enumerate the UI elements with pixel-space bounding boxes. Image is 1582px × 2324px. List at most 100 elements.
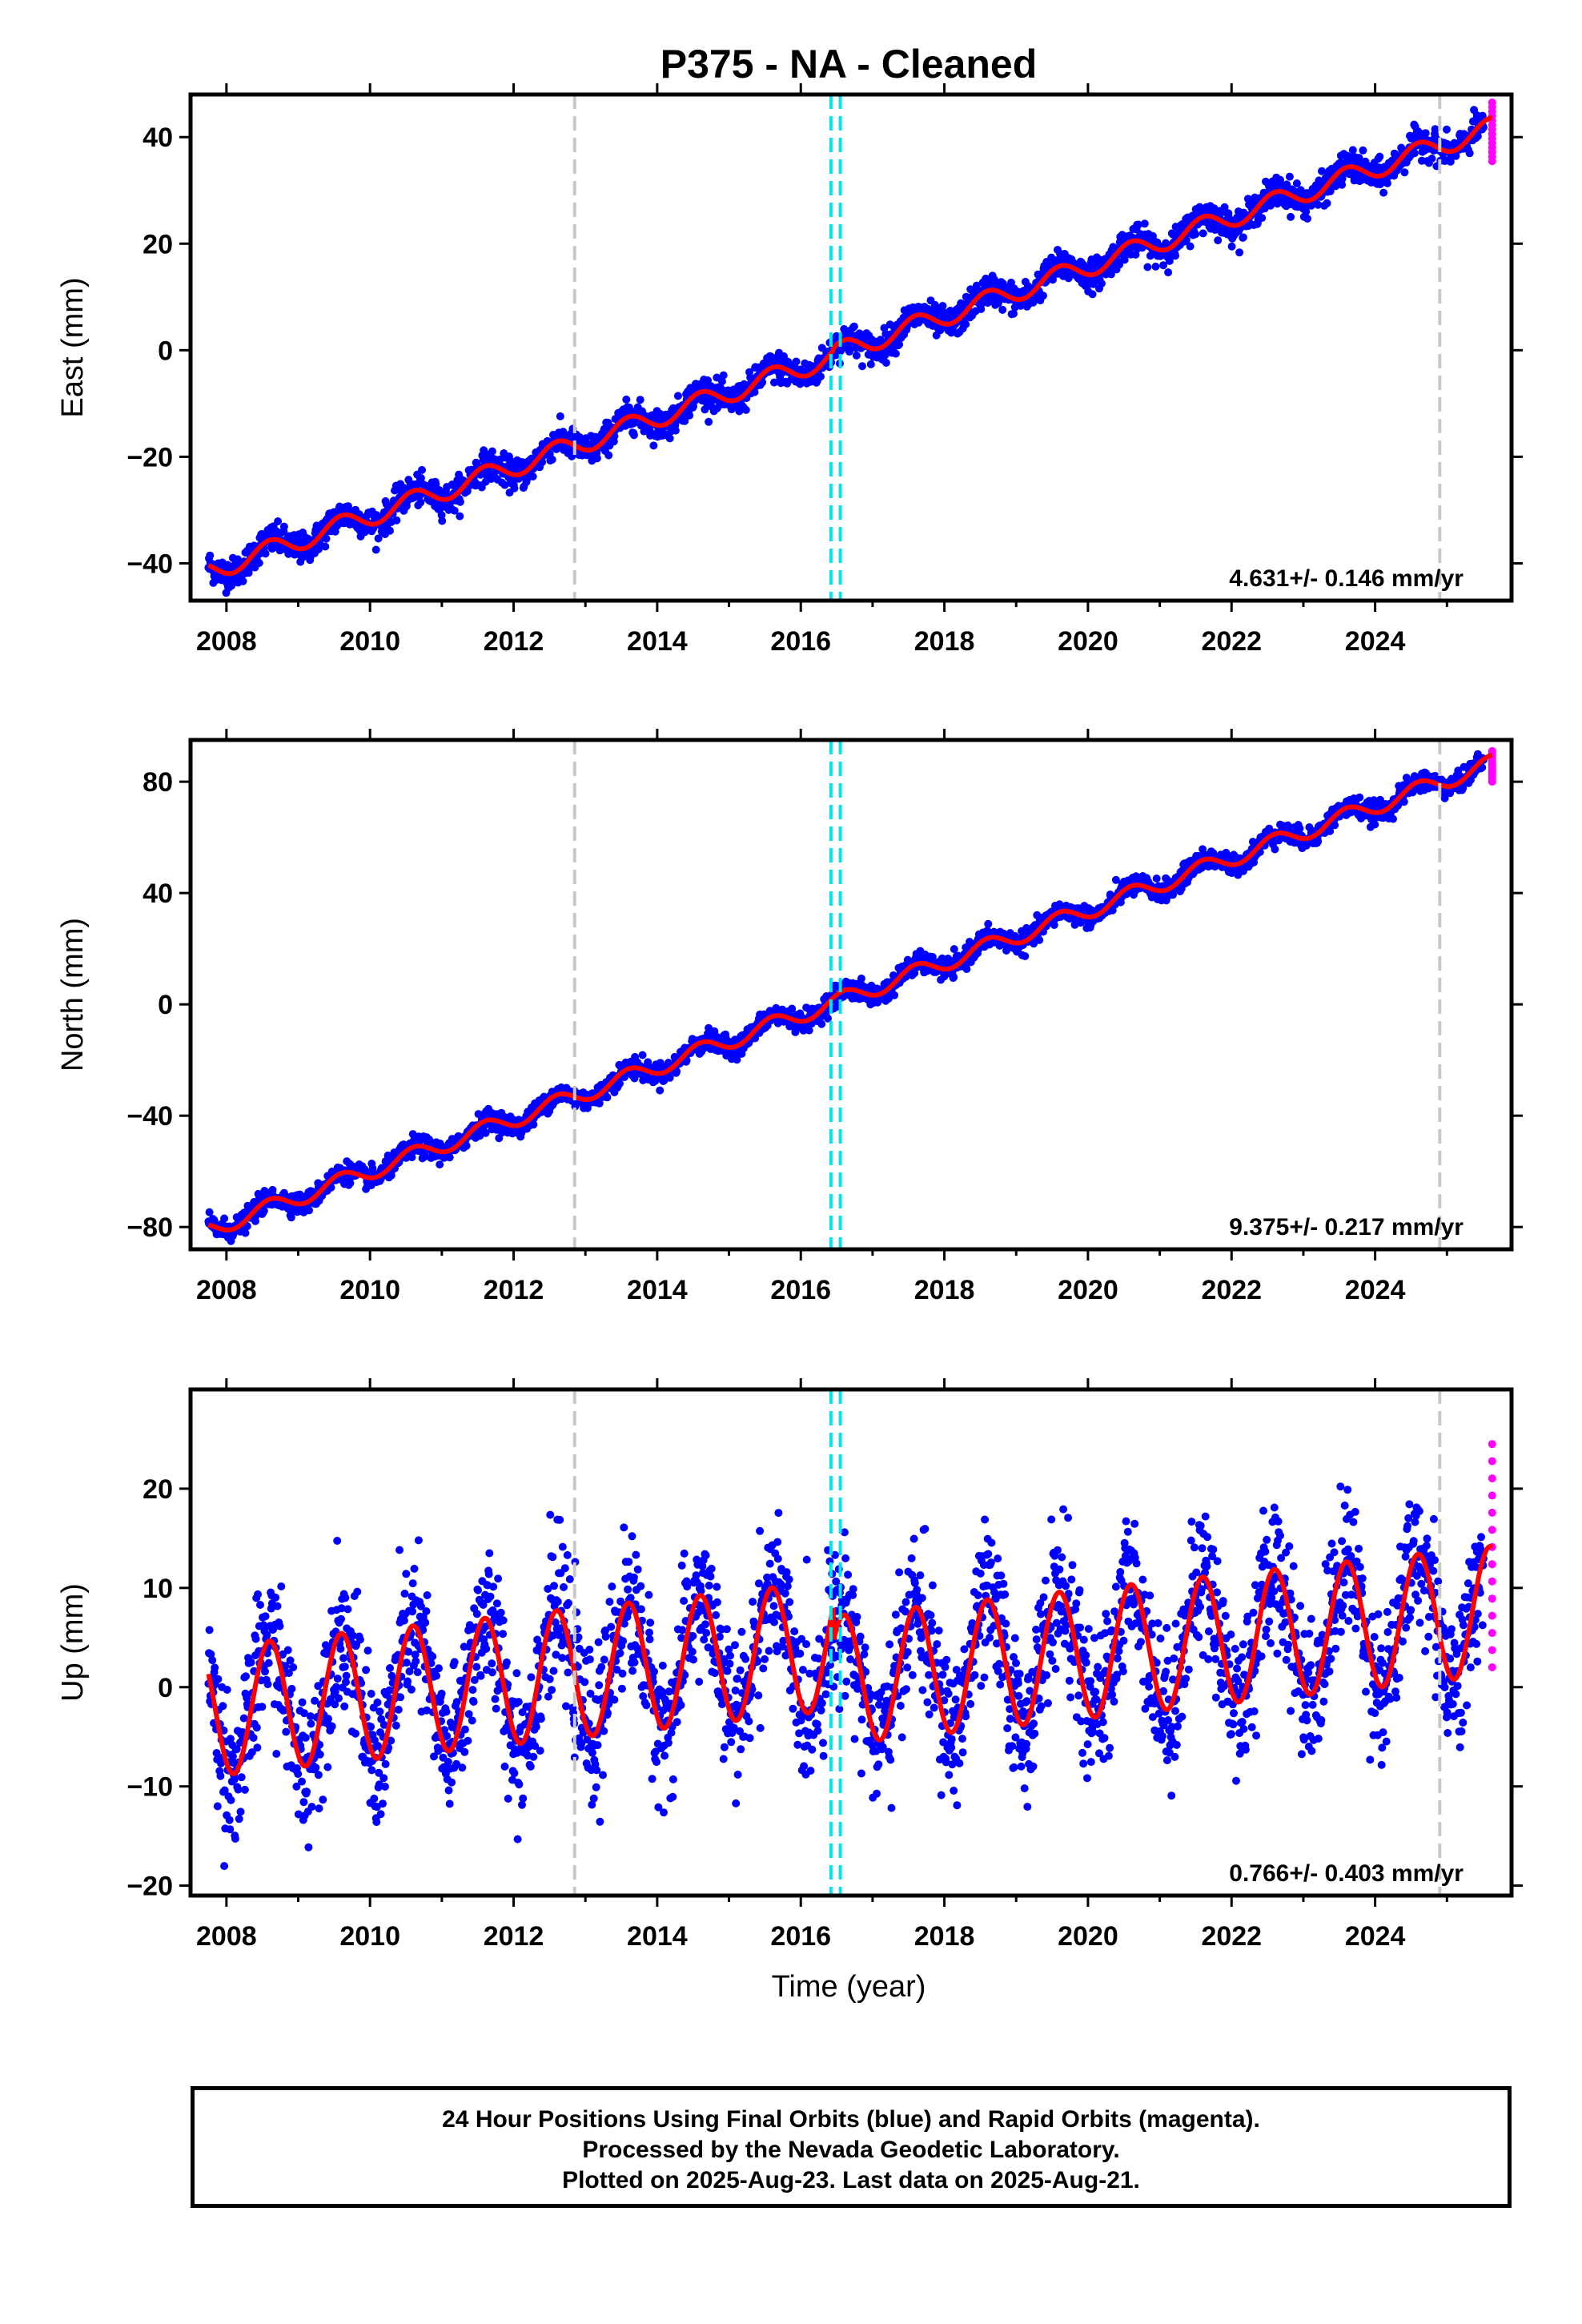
panel-north: 2008 2010 2012 2014 2016 2018 2020 2022 20248040…	[56, 729, 1523, 1305]
data-point	[346, 1179, 355, 1188]
data-point	[220, 1214, 229, 1223]
data-point	[456, 497, 464, 506]
data-point	[392, 516, 401, 525]
data-point	[1214, 236, 1223, 245]
data-point	[244, 569, 253, 577]
data-point	[636, 396, 644, 404]
data-point	[849, 322, 858, 331]
x-tick-label: 2024	[1345, 626, 1406, 657]
data-point	[293, 537, 302, 545]
data-point	[837, 347, 845, 356]
data-point	[701, 405, 709, 414]
y-tick-label: 20	[143, 229, 173, 259]
data-point	[1348, 146, 1357, 155]
data-point	[463, 487, 472, 496]
data-point	[556, 412, 564, 420]
data-point	[881, 359, 890, 367]
data-point	[629, 431, 638, 440]
y-tick-label: −20	[126, 442, 173, 472]
data-point	[758, 378, 767, 387]
data-point	[528, 472, 537, 480]
data-point	[1120, 255, 1129, 264]
data-point	[255, 559, 263, 567]
data-point	[1465, 149, 1474, 158]
data-point	[673, 392, 682, 400]
data-point	[1431, 125, 1439, 134]
data-point	[1375, 152, 1384, 161]
data-point	[1088, 290, 1097, 299]
data-point	[681, 416, 689, 425]
data-point	[1151, 262, 1160, 271]
y-tick-label: −40	[126, 549, 173, 579]
rapid-point	[1488, 99, 1496, 107]
data-point	[1287, 212, 1295, 221]
data-point	[1159, 261, 1168, 270]
panel-east: 2008 2010 2012 2014 2016 2018 2020 2022 20244020…	[56, 83, 1523, 657]
data-point	[1285, 172, 1294, 181]
data-point	[1276, 175, 1284, 184]
data-point	[592, 454, 601, 463]
data-point	[259, 1206, 268, 1215]
data-point	[817, 1019, 826, 1028]
data-point	[274, 517, 283, 525]
data-point	[852, 351, 861, 360]
data-point	[741, 405, 750, 414]
data-point	[890, 991, 899, 999]
data-point	[488, 447, 496, 456]
data-point	[1021, 952, 1030, 960]
data-point	[950, 973, 958, 982]
data-point	[998, 305, 1007, 314]
gnss-timeseries-figure: P375 - NA - Cleaned 2008 2010 2012 2014 2016…	[56, 42, 1523, 2004]
data-point	[1303, 215, 1311, 223]
data-point	[665, 434, 674, 443]
data-point	[671, 426, 680, 435]
data-point	[1443, 125, 1451, 134]
data-point	[704, 376, 712, 384]
data-point	[950, 945, 958, 954]
data-point	[665, 1073, 674, 1082]
data-point	[1143, 263, 1152, 271]
data-point	[1271, 845, 1279, 854]
data-point	[1039, 292, 1047, 300]
data-point	[1359, 146, 1367, 155]
data-point	[1098, 279, 1106, 287]
data-point	[305, 1206, 313, 1215]
plot-area	[204, 746, 1496, 1245]
data-point	[638, 1051, 647, 1059]
data-point	[1199, 229, 1207, 238]
data-point	[1258, 214, 1267, 223]
data-point	[1235, 248, 1244, 257]
data-point	[241, 1228, 250, 1237]
data-point	[616, 1079, 624, 1088]
data-point	[962, 320, 970, 328]
data-point	[1010, 309, 1018, 318]
data-point	[436, 1160, 444, 1169]
x-tick-label: 2010	[339, 626, 400, 657]
y-tick-label: 40	[143, 123, 173, 153]
data-point	[344, 502, 352, 511]
data-point	[548, 455, 556, 464]
data-point	[416, 498, 425, 507]
data-point	[866, 360, 875, 368]
x-tick-label: 2016	[770, 626, 831, 657]
data-point	[1115, 260, 1124, 269]
data-point	[1318, 167, 1326, 175]
data-point	[239, 577, 247, 585]
data-point	[845, 348, 853, 356]
data-point	[462, 1141, 471, 1150]
data-point	[1239, 233, 1247, 242]
data-point	[857, 974, 865, 983]
data-point	[206, 551, 215, 560]
data-point	[770, 378, 778, 387]
data-point	[895, 340, 904, 349]
data-point	[1140, 219, 1149, 228]
x-tick-label: 2012	[484, 626, 544, 657]
data-point	[1164, 268, 1173, 277]
x-tick-label: 2018	[914, 626, 975, 657]
data-point	[938, 302, 947, 310]
data-point	[719, 371, 728, 380]
data-point	[685, 411, 694, 420]
data-point	[1338, 175, 1347, 183]
data-point	[705, 417, 713, 426]
data-point	[1314, 200, 1323, 209]
